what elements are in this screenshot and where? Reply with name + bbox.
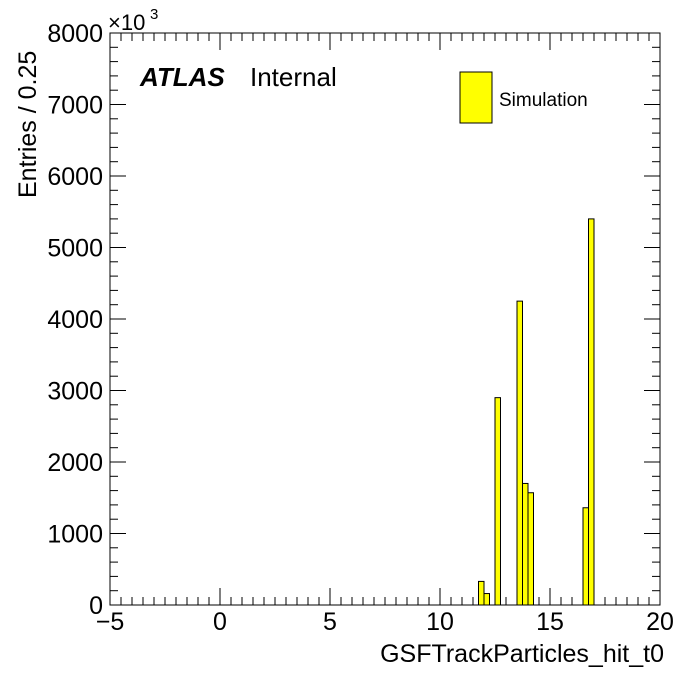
x-tick-label: 0 [213, 608, 227, 636]
y-tick-label: 5000 [47, 235, 103, 263]
histogram-bar [494, 397, 501, 606]
histogram-bar [483, 593, 490, 606]
y-tick-label: 6000 [47, 163, 103, 191]
y-tick-label: 4000 [47, 306, 103, 334]
y-axis-label: Entries / 0.25 [14, 51, 42, 198]
x-tick-label: −5 [96, 608, 125, 636]
y-tick-label: 0 [89, 592, 103, 620]
x-tick-label: 5 [323, 608, 337, 636]
y-multiplier-exponent: 3 [150, 6, 158, 23]
atlas-label: ATLAS [139, 62, 225, 92]
y-multiplier-label: ×10 [108, 10, 145, 35]
legend-swatch-simulation [459, 71, 493, 124]
x-tick-labels: −5 0 5 10 15 20 [96, 608, 674, 636]
y-tick-labels: 0 1000 2000 3000 4000 5000 6000 7000 8000 [47, 20, 103, 620]
y-tick-label: 3000 [47, 378, 103, 406]
histogram-bar [522, 482, 529, 606]
histogram-bar [588, 218, 595, 606]
legend-label-simulation: Simulation [499, 90, 588, 111]
histogram-bar [516, 300, 523, 606]
histogram-bar [478, 580, 485, 606]
atlas-status-label: Internal [250, 62, 337, 92]
y-tick-label: 2000 [47, 449, 103, 477]
x-axis-label: GSFTrackParticles_hit_t0 [380, 640, 664, 668]
axis-ticks [109, 32, 661, 606]
histogram-bar [582, 507, 589, 606]
y-tick-label: 1000 [47, 521, 103, 549]
y-tick-label: 8000 [47, 20, 103, 48]
histogram-bar [527, 492, 534, 606]
x-tick-label: 20 [646, 608, 674, 636]
x-tick-label: 10 [426, 608, 454, 636]
y-tick-label: 7000 [47, 92, 103, 120]
x-tick-label: 15 [536, 608, 564, 636]
